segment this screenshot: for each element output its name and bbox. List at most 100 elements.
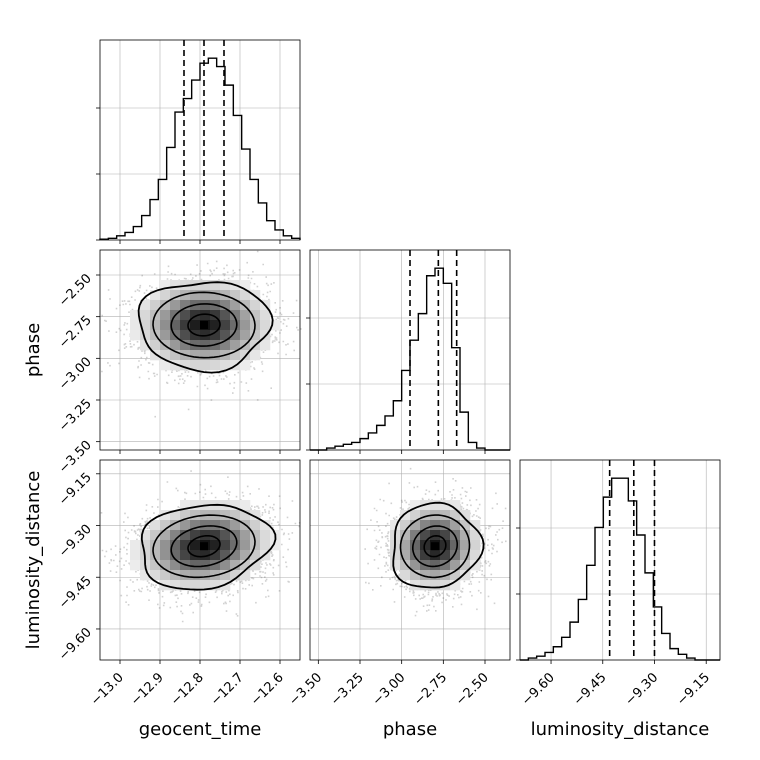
scatter-geocent-time-vs-luminosity-distance-frame (99, 459, 301, 661)
scatter-geocent-time-vs-phase-density-cell (160, 320, 171, 331)
scatter-phase-vs-luminosity-distance-density-cell (460, 570, 471, 581)
scatter-geocent-time-vs-phase-density-cell (210, 290, 221, 301)
scatter-phase-vs-luminosity-distance-density-cell (440, 510, 451, 521)
scatter-geocent-time-vs-phase-density-cell (220, 320, 231, 331)
scatter-geocent-time-vs-phase-density-cell (150, 300, 161, 311)
scatter-geocent-time-vs-luminosity-distance-density-cell (210, 560, 221, 571)
scatter-geocent-time-vs-phase-density-cell (180, 320, 191, 331)
scatter-geocent-time-vs-luminosity-distance-density-cell (140, 530, 151, 541)
scatter-geocent-time-vs-phase-density-cell (150, 290, 161, 301)
scatter-geocent-time-vs-luminosity-distance-density-cell (180, 520, 191, 531)
scatter-geocent-time-vs-phase-density-cell (200, 310, 211, 321)
scatter-phase-vs-luminosity-distance-density-cell (460, 510, 471, 521)
scatter-geocent-time-vs-luminosity-distance-density-cell (130, 560, 141, 571)
scatter-geocent-time-vs-luminosity-distance-density-cell (170, 580, 181, 591)
scatter-geocent-time-vs-luminosity-distance-density-cell (230, 570, 241, 581)
scatter-geocent-time-vs-phase-density-cell (130, 330, 141, 341)
scatter-geocent-time-vs-luminosity-distance-density-cell (210, 550, 221, 561)
scatter-phase-vs-luminosity-distance-density-cell (430, 560, 441, 571)
scatter-geocent-time-vs-phase-density-cell (170, 320, 181, 331)
scatter-geocent-time-vs-phase-density-cell (250, 300, 261, 311)
scatter-geocent-time-vs-luminosity-distance-density-cell (200, 580, 211, 591)
scatter-geocent-time-vs-phase-density-cell (220, 300, 231, 311)
scatter-geocent-time-vs-luminosity-distance-density-cell (250, 550, 261, 561)
scatter-geocent-time-vs-phase-density-cell (200, 340, 211, 351)
scatter-geocent-time-vs-phase-density-cell (240, 300, 251, 311)
scatter-geocent-time-vs-luminosity-distance-density-cell (260, 520, 271, 531)
scatter-geocent-time-vs-phase-contour-2 (152, 291, 256, 359)
scatter-phase-vs-luminosity-distance-density-cell (470, 560, 481, 571)
scatter-phase-vs-luminosity-distance-density-cell (420, 510, 431, 521)
scatter-geocent-time-vs-phase-density-cell (240, 330, 251, 341)
scatter-phase-vs-luminosity-distance-density-cell (430, 550, 441, 561)
scatter-geocent-time-vs-phase-density-cell (220, 360, 231, 371)
scatter-geocent-time-vs-luminosity-distance-density-cell (240, 570, 251, 581)
scatter-geocent-time-vs-phase-density-cell (190, 290, 201, 301)
scatter-geocent-time-vs-luminosity-distance-density-cell (170, 550, 181, 561)
scatter-geocent-time-vs-luminosity-distance-density-cell (210, 580, 221, 591)
scatter-geocent-time-vs-luminosity-distance-peak (200, 542, 208, 551)
scatter-geocent-time-vs-luminosity-distance-density-cell (160, 540, 171, 551)
scatter-phase-vs-luminosity-distance-density-cell (420, 580, 431, 591)
scatter-geocent-time-vs-luminosity-distance-density-cell (150, 540, 161, 551)
scatter-geocent-time-vs-luminosity-distance-density-cell (220, 520, 231, 531)
scatter-geocent-time-vs-luminosity-distance-density-cell (190, 560, 201, 571)
scatter-geocent-time-vs-luminosity-distance-density-cell (180, 570, 191, 581)
scatter-geocent-time-vs-luminosity-distance-density-cell (230, 520, 241, 531)
scatter-geocent-time-vs-phase-density-cell (210, 360, 221, 371)
scatter-geocent-time-vs-phase-density-cell (170, 290, 181, 301)
scatter-phase-vs-luminosity-distance-density-cell (400, 570, 411, 581)
scatter-geocent-time-vs-luminosity-distance-density-cell (260, 540, 271, 551)
scatter-geocent-time-vs-luminosity-distance-density-cell (210, 540, 221, 551)
scatter-geocent-time-vs-phase-density-cell (260, 340, 271, 351)
scatter-phase-vs-luminosity-distance-peak (431, 542, 439, 551)
hist-luminosity-distance-line (520, 477, 720, 661)
scatter-geocent-time-vs-phase-density-cell (190, 350, 201, 361)
scatter-phase-vs-luminosity-distance-density-cell (450, 500, 461, 511)
scatter-geocent-time-vs-phase-density-cell (230, 300, 241, 311)
scatter-geocent-time-vs-phase-contour-3 (137, 281, 274, 374)
scatter-geocent-time-vs-luminosity-distance-density-cell (170, 540, 181, 551)
scatter-geocent-time-vs-phase-density-cell (150, 320, 161, 331)
scatter-phase-vs-luminosity-distance-density-cell (450, 520, 461, 531)
scatter-geocent-time-vs-luminosity-distance-density-cell (180, 550, 191, 561)
scatter-geocent-time-vs-phase-density-cell (260, 310, 271, 321)
scatter-geocent-time-vs-luminosity-distance-density-cell (200, 520, 211, 531)
scatter-geocent-time-vs-phase-peak (200, 321, 208, 329)
scatter-geocent-time-vs-luminosity-distance-contour-2 (152, 514, 256, 579)
scatter-geocent-time-vs-luminosity-distance-density-cell (210, 520, 221, 531)
scatter-phase-vs-luminosity-distance-density-cell (450, 510, 461, 521)
scatter-geocent-time-vs-luminosity-distance-density-cell (180, 580, 191, 591)
scatter-geocent-time-vs-phase-density-cell (230, 320, 241, 331)
scatter-geocent-time-vs-phase-density-cell (200, 280, 211, 291)
scatter-geocent-time-vs-phase-density-cell (160, 360, 171, 371)
scatter-phase-vs-luminosity-distance-density-cell (460, 520, 471, 531)
scatter-phase-vs-luminosity-distance-density-cell (460, 530, 471, 541)
scatter-geocent-time-vs-luminosity-distance-density-cell (140, 570, 151, 581)
scatter-geocent-time-vs-phase-density-cell (140, 300, 151, 311)
scatter-geocent-time-vs-luminosity-distance-density-cell (200, 550, 211, 561)
scatter-geocent-time-vs-luminosity-distance-density-cell (200, 560, 211, 571)
scatter-geocent-time-vs-luminosity-distance-density-cell (170, 510, 181, 521)
scatter-geocent-time-vs-phase-density-cell (140, 310, 151, 321)
scatter-geocent-time-vs-phase-density-cell (210, 280, 221, 291)
scatter-phase-vs-luminosity-distance-density-cell (450, 540, 461, 551)
scatter-geocent-time-vs-luminosity-distance-density-cell (160, 570, 171, 581)
scatter-geocent-time-vs-luminosity-distance-density-cell (190, 540, 201, 551)
scatter-geocent-time-vs-phase-density-cell (160, 280, 171, 291)
scatter-phase-vs-luminosity-distance-density-cell (470, 530, 481, 541)
scatter-geocent-time-vs-phase-density-cell (180, 340, 191, 351)
scatter-geocent-time-vs-phase-density-cell (230, 310, 241, 321)
scatter-geocent-time-vs-luminosity-distance-density-cell (130, 550, 141, 561)
scatter-geocent-time-vs-phase-density-cell (190, 320, 201, 331)
scatter-geocent-time-vs-luminosity-distance-density-cell (180, 500, 191, 511)
scatter-geocent-time-vs-luminosity-distance-density-cell (250, 560, 261, 571)
hist-geocent-time-frame (99, 39, 301, 241)
scatter-geocent-time-vs-phase-density-cell (210, 310, 221, 321)
scatter-geocent-time-vs-luminosity-distance-density-cell (220, 510, 231, 521)
scatter-geocent-time-vs-phase-density-cell (180, 300, 191, 311)
scatter-geocent-time-vs-luminosity-distance-density-cell (150, 570, 161, 581)
scatter-phase-vs-luminosity-distance-contour-3 (392, 501, 485, 589)
scatter-geocent-time-vs-phase-density-cell (140, 320, 151, 331)
